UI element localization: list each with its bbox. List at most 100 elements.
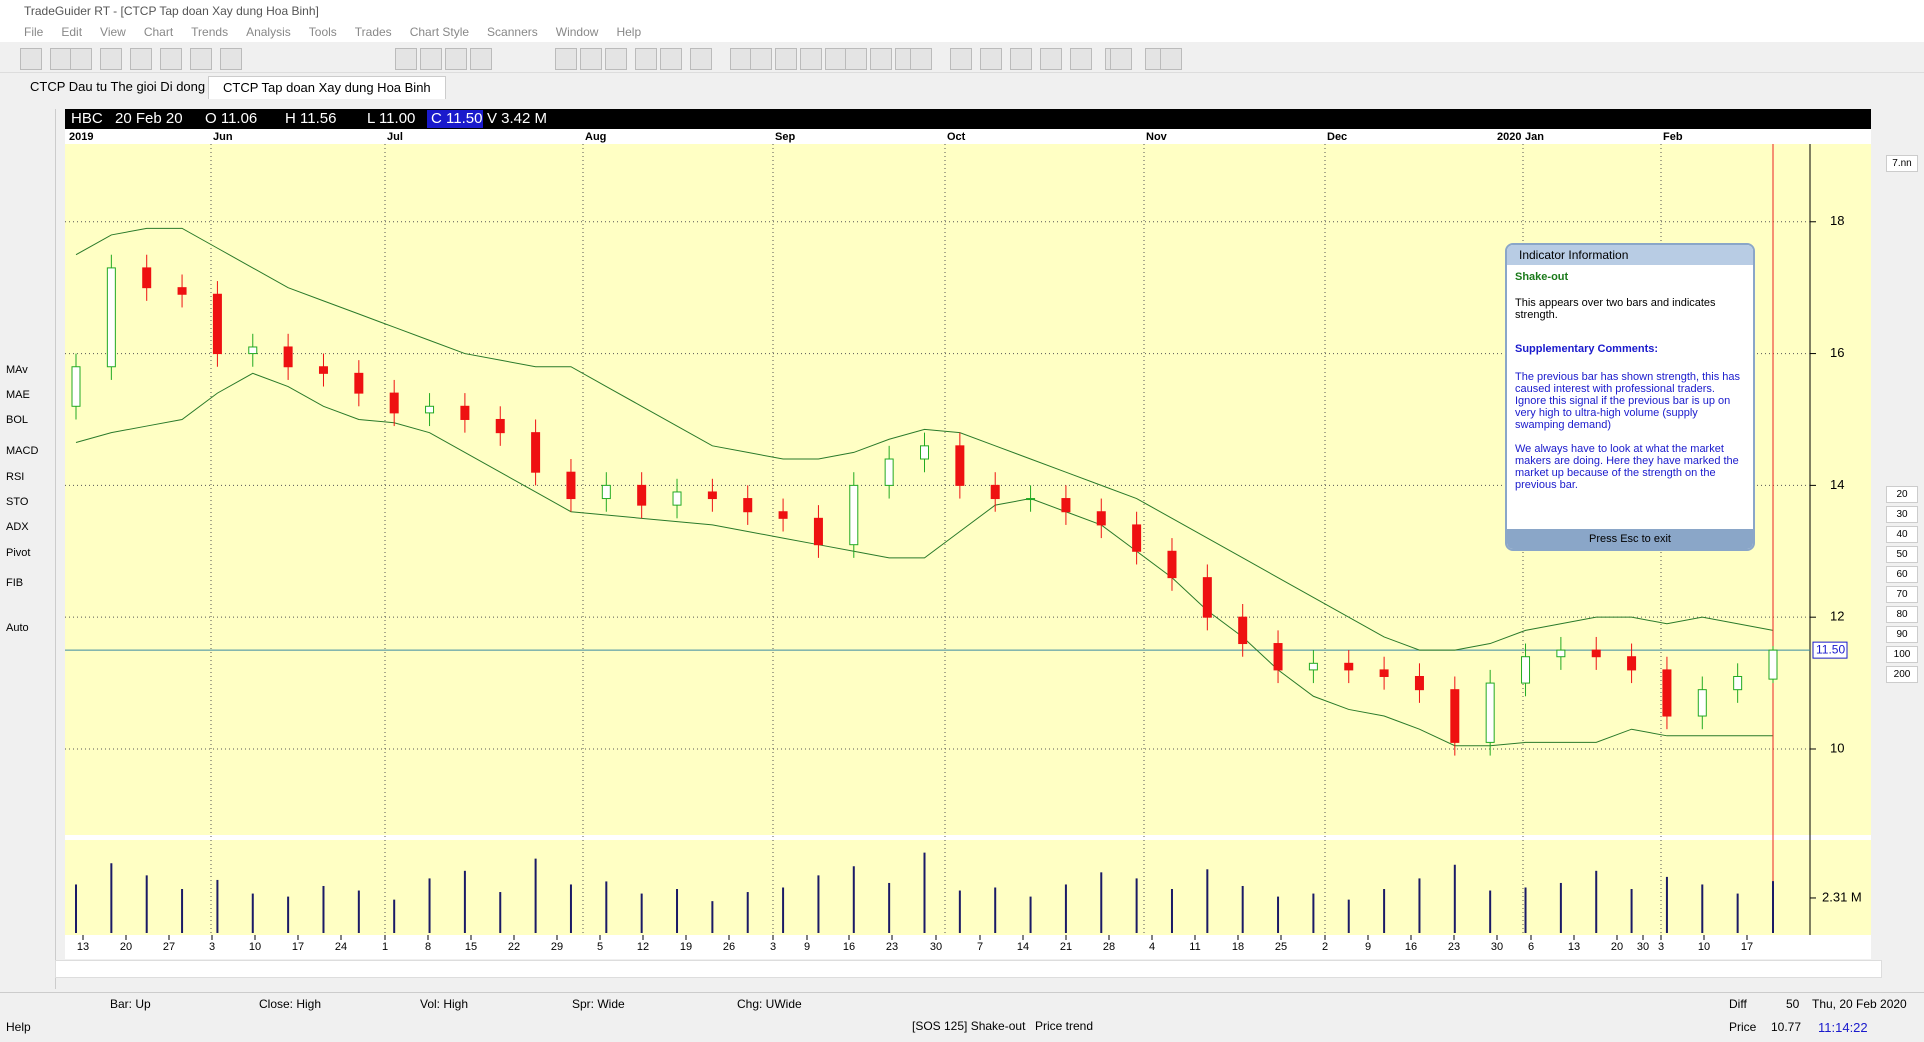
menu-item[interactable]: Chart Style (409, 25, 470, 39)
tool-button[interactable] (70, 48, 92, 70)
tab-active[interactable]: CTCP Tap doan Xay dung Hoa Binh (208, 76, 446, 99)
tool-button[interactable] (800, 48, 822, 70)
candle-body (389, 392, 399, 414)
day-label: 13 (1568, 941, 1580, 953)
tab[interactable]: CTCP Dau tu The gioi Di dong (30, 79, 206, 94)
period-button[interactable]: 60 (1886, 566, 1918, 583)
indicator-button[interactable]: STO (6, 496, 29, 508)
indicator-button[interactable]: MAE (6, 389, 30, 401)
status-diff-label: Diff (1729, 997, 1747, 1011)
day-label: 16 (843, 941, 855, 953)
indicator-button[interactable]: BOL (6, 414, 29, 426)
scrollbar[interactable] (55, 960, 1882, 978)
tool-button[interactable] (50, 48, 72, 70)
tool-button[interactable] (470, 48, 492, 70)
status-signal: [SOS 125] Shake-out (912, 1019, 1026, 1033)
period-button[interactable]: 40 (1886, 526, 1918, 543)
menu-item[interactable]: Tools (308, 25, 337, 39)
tool-button[interactable] (1070, 48, 1092, 70)
tool-button[interactable] (420, 48, 442, 70)
status-price-label: Price (1729, 1020, 1757, 1034)
period-button[interactable]: 50 (1886, 546, 1918, 563)
candle-body (177, 287, 187, 295)
tool-button[interactable] (825, 48, 847, 70)
indicator-button[interactable]: FIB (6, 577, 24, 589)
menu-bar: File Edit View Chart Trends Analysis Tools Trad… (0, 22, 1924, 42)
indicator-button[interactable]: MAv (6, 364, 28, 376)
tool-button[interactable] (395, 48, 417, 70)
indicator-button[interactable]: Auto (6, 622, 29, 634)
menu-item[interactable]: Trends (191, 25, 229, 39)
tool-button[interactable] (555, 48, 577, 70)
period-button[interactable]: 20 (1886, 486, 1918, 503)
last-price-label: 11.50 (1816, 642, 1845, 656)
period-button[interactable]: 80 (1886, 606, 1918, 623)
tool-button[interactable] (775, 48, 797, 70)
month-label: Oct (947, 131, 966, 143)
day-label: 14 (1017, 941, 1029, 953)
period-button[interactable]: 90 (1886, 626, 1918, 643)
day-label: 4 (1149, 941, 1155, 953)
period-button[interactable]: 30 (1886, 506, 1918, 523)
status-help[interactable]: Help (6, 1020, 31, 1034)
popup-sub: Supplementary Comments: (1515, 343, 1659, 355)
tool-button[interactable] (750, 48, 772, 70)
candle-body (601, 484, 611, 500)
menu-item[interactable]: Scanners (487, 25, 538, 39)
popup-footer[interactable]: Press Esc to exit (1507, 529, 1753, 549)
tool-button[interactable] (190, 48, 212, 70)
menu-item[interactable]: Analysis (246, 25, 291, 39)
tool-button[interactable] (690, 48, 712, 70)
menu-item[interactable]: File (24, 25, 44, 39)
tool-button[interactable] (635, 48, 657, 70)
month-label: Sep (775, 131, 795, 143)
tool-button[interactable] (445, 48, 467, 70)
menu-item[interactable]: Window (555, 25, 599, 39)
candle-body (1379, 669, 1389, 677)
tab-bar: CTCP Dau tu The gioi Di dong CTCP Tap do… (0, 74, 1924, 100)
tool-button[interactable] (950, 48, 972, 70)
y-tick-label: 10 (1830, 740, 1844, 755)
menu-item[interactable]: Help (616, 25, 642, 39)
candle-body (212, 293, 222, 355)
tool-button[interactable] (130, 48, 152, 70)
right-toolbar: 7.nn 20 30 40 50 60 70 80 90 100 200 (1880, 109, 1924, 989)
indicator-button[interactable]: MACD (6, 445, 39, 457)
tool-button[interactable] (1040, 48, 1062, 70)
tool-button[interactable] (730, 48, 752, 70)
tool-button[interactable] (845, 48, 867, 70)
menu-item[interactable]: Trades (354, 25, 392, 39)
candle-body (1556, 649, 1566, 658)
toolbar (0, 44, 1924, 73)
period-button[interactable]: 70 (1886, 586, 1918, 603)
indicator-button[interactable]: Pivot (6, 547, 31, 559)
tool-button[interactable] (910, 48, 932, 70)
candle-body (955, 445, 965, 486)
month-label: Dec (1327, 131, 1347, 143)
day-label: 30 (930, 941, 942, 953)
period-button[interactable]: 100 (1886, 646, 1918, 663)
tool-button[interactable] (220, 48, 242, 70)
tool-button[interactable] (1010, 48, 1032, 70)
menu-item[interactable]: View (100, 25, 126, 39)
indicator-button[interactable]: RSI (6, 471, 25, 483)
popup-text: This appears over two bars and indicates… (1515, 297, 1716, 321)
tool-button[interactable] (660, 48, 682, 70)
tool-button[interactable] (870, 48, 892, 70)
tool-button[interactable] (1160, 48, 1182, 70)
period-button[interactable]: 200 (1886, 666, 1918, 683)
menu-item[interactable]: Chart (143, 25, 174, 39)
tool-button[interactable] (20, 48, 42, 70)
indicator-button[interactable]: ADX (6, 521, 29, 533)
period-button[interactable]: 7.nn (1886, 155, 1918, 172)
day-label: 5 (597, 941, 603, 953)
day-label: 20 (120, 941, 132, 953)
tool-button[interactable] (100, 48, 122, 70)
tool-button[interactable] (580, 48, 602, 70)
candle-body (672, 491, 682, 506)
tool-button[interactable] (160, 48, 182, 70)
tool-button[interactable] (1110, 48, 1132, 70)
tool-button[interactable] (605, 48, 627, 70)
menu-item[interactable]: Edit (61, 25, 83, 39)
tool-button[interactable] (980, 48, 1002, 70)
